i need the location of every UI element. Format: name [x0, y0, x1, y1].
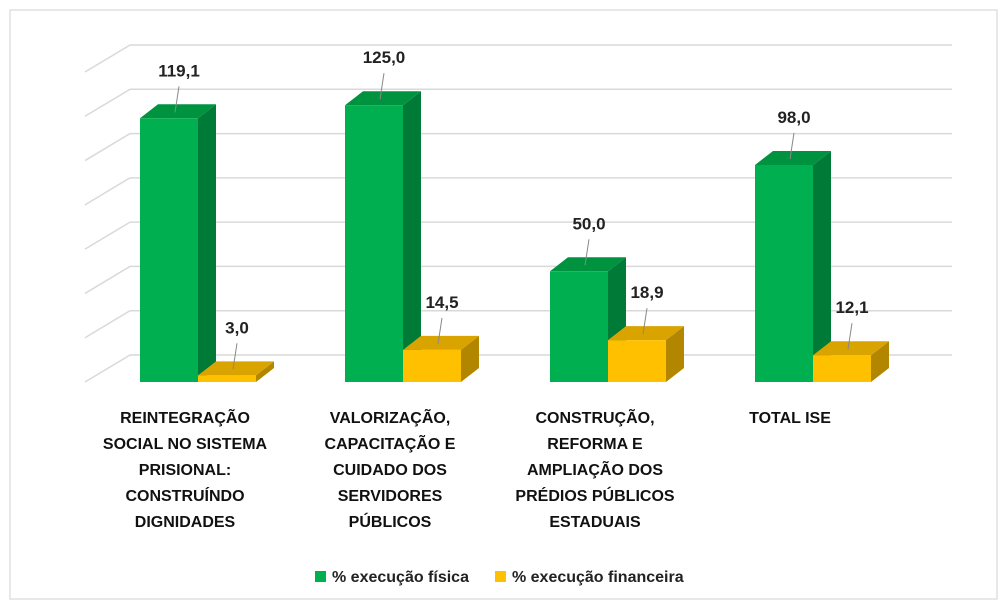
grid-line — [84, 44, 131, 73]
bar-top — [140, 104, 216, 119]
bar-side — [403, 91, 421, 382]
leader-line — [584, 239, 590, 266]
legend-label: % execução financeira — [512, 569, 684, 586]
bar-top — [550, 257, 626, 272]
bar — [813, 355, 871, 382]
grid-line — [84, 310, 131, 339]
data-label: 14,5 — [425, 293, 458, 312]
bar-side — [871, 341, 889, 382]
grid-line — [84, 221, 131, 250]
grid-line — [84, 354, 131, 383]
bar-side — [666, 326, 684, 382]
bar-top — [403, 335, 479, 350]
leader-line — [642, 308, 648, 335]
grid-line — [84, 177, 131, 206]
bar-top — [813, 341, 889, 356]
leader-line — [174, 86, 180, 113]
data-label: 98,0 — [777, 108, 810, 127]
bar-top — [755, 151, 831, 165]
leader-line — [232, 343, 238, 370]
data-label: 12,1 — [835, 298, 868, 317]
legend-label: % execução física — [332, 569, 469, 586]
bar — [403, 349, 461, 382]
leader-line — [437, 317, 443, 344]
grid-line — [84, 132, 131, 162]
bar — [198, 375, 256, 382]
bar-top — [345, 91, 421, 106]
bar — [345, 105, 403, 382]
bar — [550, 271, 608, 382]
bar-side — [461, 335, 479, 382]
bar — [140, 118, 198, 383]
leader-line — [847, 323, 853, 350]
bar-side — [813, 151, 831, 382]
legend-swatch — [315, 571, 326, 582]
data-label: 18,9 — [630, 283, 663, 302]
leader-line — [379, 73, 385, 100]
x-tick-label: CONSTRUÇÃO, REFORMA E AMPLIAÇÃO DOS PRÉD… — [515, 410, 675, 531]
data-label: 3,0 — [225, 318, 249, 337]
bar-side — [198, 104, 216, 383]
leader-line — [789, 132, 795, 160]
bar — [755, 165, 813, 382]
bar-top — [198, 361, 274, 376]
x-tick-label: REINTEGRAÇÃO SOCIAL NO SISTEMA PRISIONAL… — [102, 410, 268, 531]
grid-line — [84, 265, 131, 295]
legend-swatch — [494, 571, 506, 582]
data-label: 125,0 — [363, 48, 406, 67]
bar-side — [256, 361, 274, 382]
x-tick-label: VALORIZAÇÃO, CAPACITAÇÃO E CUIDADO DOS S… — [324, 410, 456, 531]
grid-line — [84, 88, 131, 117]
bar-top — [608, 326, 684, 341]
bar — [608, 340, 666, 382]
data-label: 50,0 — [572, 214, 605, 233]
x-tick-label: TOTAL ISE — [749, 410, 831, 427]
data-label: 119,1 — [158, 61, 200, 80]
